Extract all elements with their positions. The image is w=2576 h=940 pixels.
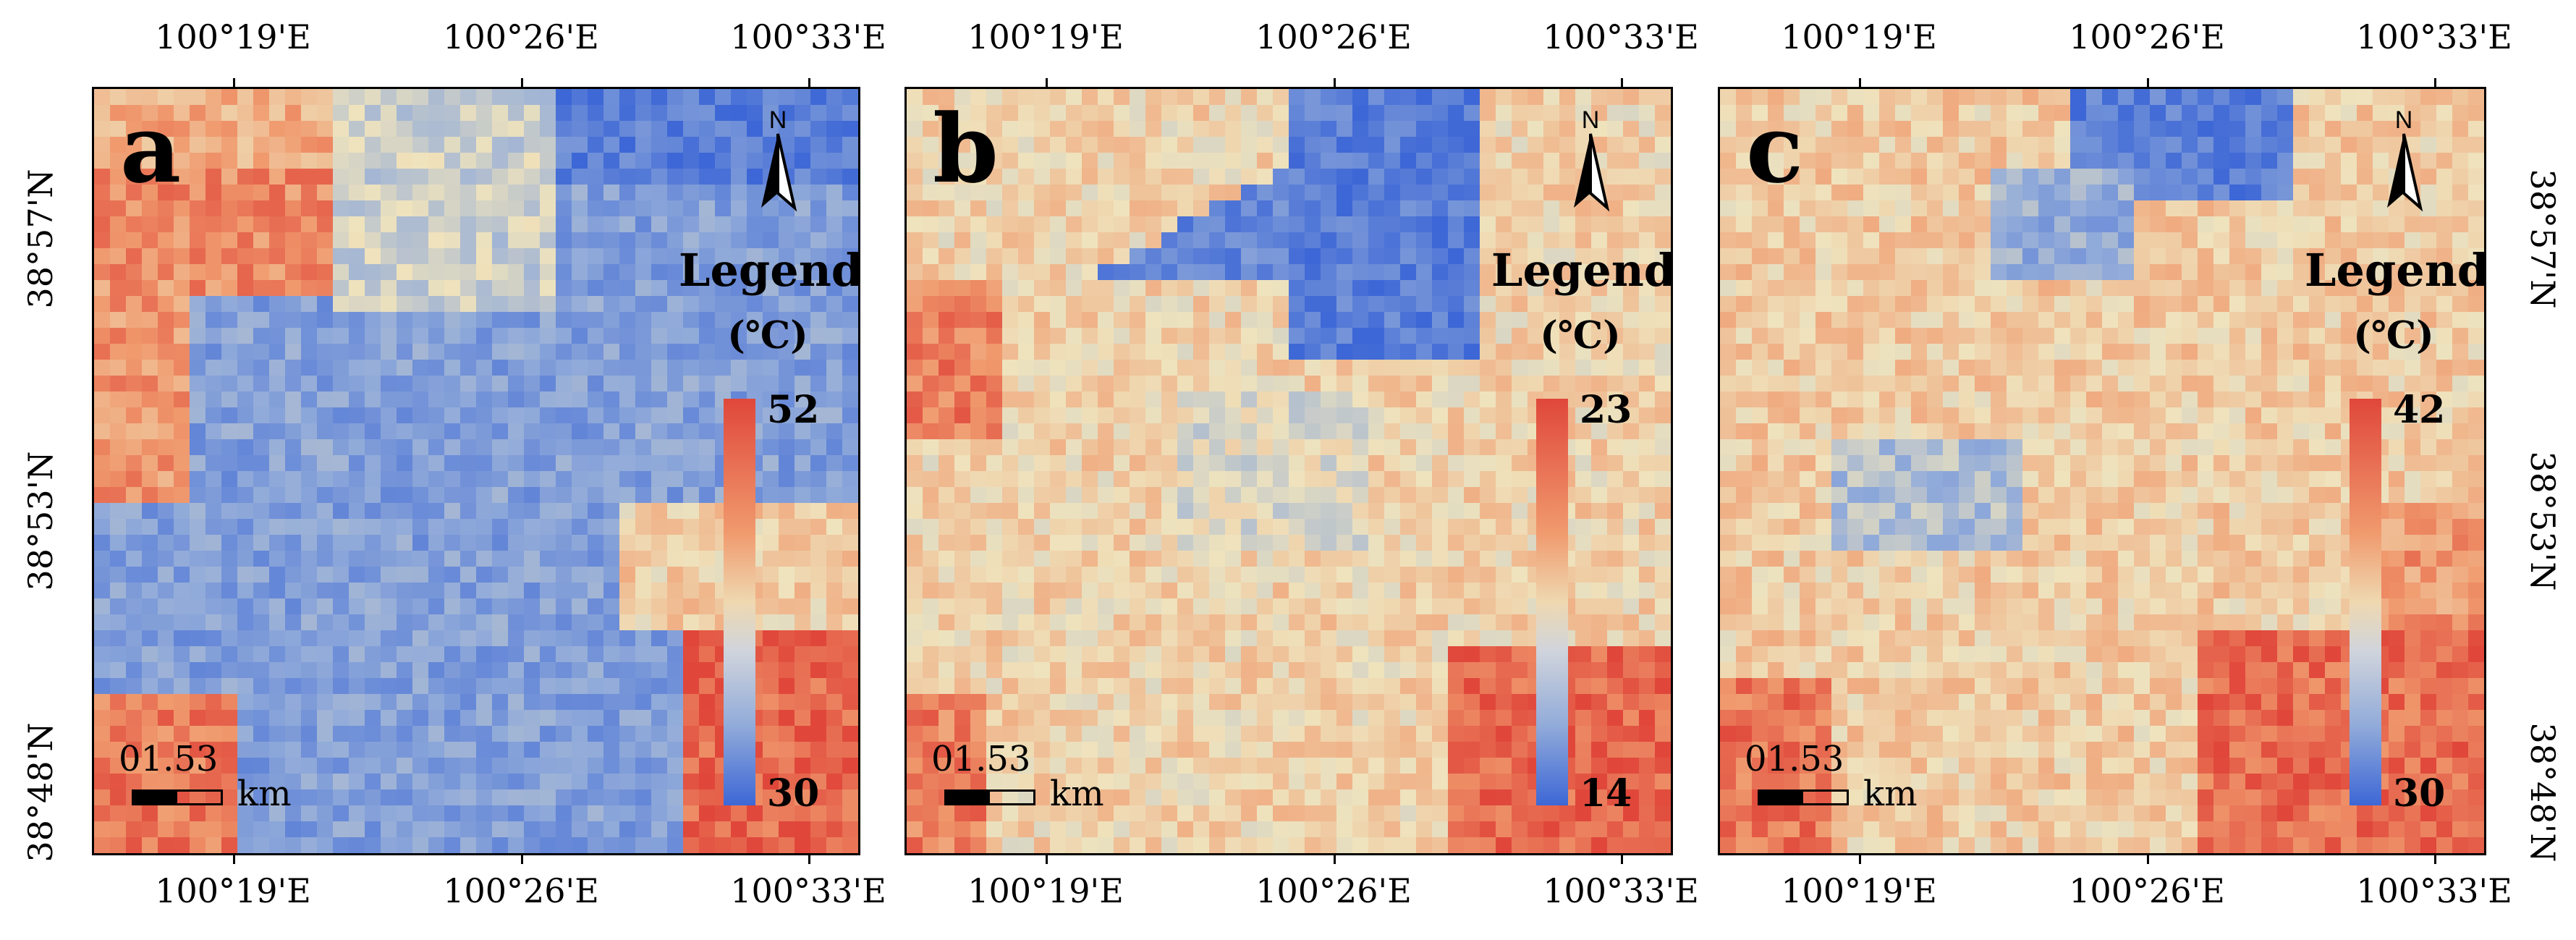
lon-tick	[2147, 78, 2149, 87]
lon-tick	[2434, 78, 2436, 87]
north-arrow-right-half	[2402, 133, 2423, 212]
lon-tick	[521, 855, 523, 864]
lon-label-bottom: 100°33'E	[2356, 871, 2512, 910]
legend-color-ramp	[2350, 399, 2381, 805]
north-arrow-icon: N	[761, 106, 797, 212]
north-arrow-right-half	[1589, 133, 1610, 212]
map-panel-a: a N Legend (℃) 52 30 01.53 km	[92, 87, 860, 855]
lon-label-top: 100°19'E	[1781, 17, 1937, 56]
north-arrow-icon: N	[1574, 106, 1610, 212]
scale-bar-numbers: 01.53	[931, 739, 1031, 779]
lon-tick	[1046, 78, 1048, 87]
legend-min-value: 30	[2393, 771, 2446, 816]
temperature-raster	[94, 89, 858, 853]
lon-tick	[2434, 855, 2436, 864]
scale-bar-segment	[1760, 792, 1803, 803]
scale-bar	[132, 789, 223, 805]
lon-label-top: 100°26'E	[2069, 17, 2225, 56]
scale-bar-unit: km	[1050, 774, 1104, 814]
legend-color-ramp	[1536, 399, 1568, 805]
scale-bar-numbers: 01.53	[119, 739, 219, 779]
lat-label-right: 38°57'N	[2523, 169, 2562, 309]
lon-label-top: 100°33'E	[1543, 17, 1699, 56]
lat-label-left: 38°48'N	[21, 722, 60, 863]
legend-title: Legend	[678, 244, 860, 297]
lon-label-top: 100°26'E	[1255, 17, 1412, 56]
map-panel-c: c N Legend (℃) 42 30 01.53 km	[1718, 87, 2486, 855]
lon-label-top: 100°33'E	[730, 17, 886, 56]
lat-label-left: 38°53'N	[21, 451, 60, 591]
lon-tick	[1859, 78, 1861, 87]
lon-label-bottom: 100°26'E	[2069, 871, 2225, 910]
legend-max-value: 42	[2393, 388, 2446, 432]
lat-label-left: 38°57'N	[21, 169, 60, 309]
lon-tick	[1046, 855, 1048, 864]
lon-tick	[1334, 78, 1336, 87]
legend-unit: (℃)	[1540, 313, 1621, 357]
legend-unit: (℃)	[727, 313, 808, 357]
north-label: N	[769, 106, 787, 134]
lon-tick	[1621, 855, 1623, 864]
scale-bar-unit: km	[1863, 774, 1918, 814]
lon-tick	[2147, 855, 2149, 864]
north-arrow-right-half	[776, 133, 797, 212]
lat-label-right: 38°48'N	[2523, 722, 2562, 863]
lon-label-top: 100°19'E	[155, 17, 311, 56]
lon-label-bottom: 100°33'E	[1543, 871, 1699, 910]
lon-tick	[233, 855, 235, 864]
lon-label-bottom: 100°26'E	[1255, 871, 1412, 910]
lon-label-top: 100°33'E	[2356, 17, 2512, 56]
temperature-raster	[1720, 89, 2484, 853]
north-label: N	[2395, 106, 2413, 134]
north-arrow-left-half	[1574, 134, 1590, 208]
panel-letter-label: b	[933, 93, 999, 204]
legend-title: Legend	[2304, 244, 2486, 297]
lon-tick	[1334, 855, 1336, 864]
scale-bar-numbers: 01.53	[1745, 739, 1844, 779]
lon-label-bottom: 100°26'E	[443, 871, 599, 910]
lon-tick	[1621, 78, 1623, 87]
lon-label-top: 100°19'E	[967, 17, 1124, 56]
north-arrow-left-half	[2387, 134, 2404, 208]
north-arrow-left-half	[761, 134, 778, 208]
lon-tick	[808, 78, 810, 87]
lon-label-bottom: 100°19'E	[967, 871, 1124, 910]
scale-bar-segment	[134, 792, 177, 803]
legend-max-value: 23	[1580, 388, 1632, 432]
panel-letter-label: c	[1746, 93, 1804, 204]
panel-letter-label: a	[120, 93, 182, 204]
lat-label-right: 38°53'N	[2523, 451, 2562, 591]
north-arrow-icon: N	[2387, 106, 2423, 212]
lon-label-bottom: 100°33'E	[730, 871, 886, 910]
legend-min-value: 30	[767, 771, 820, 816]
temperature-raster	[907, 89, 1671, 853]
map-panel-b: b N Legend (℃) 23 14 01.53 km	[904, 87, 1673, 855]
scale-bar	[1758, 789, 1849, 805]
lon-label-bottom: 100°19'E	[155, 871, 311, 910]
lon-tick	[233, 78, 235, 87]
legend-color-ramp	[724, 399, 755, 805]
legend-max-value: 52	[767, 388, 820, 432]
scale-bar	[944, 789, 1035, 805]
scale-bar-segment	[946, 792, 990, 803]
lon-label-bottom: 100°19'E	[1781, 871, 1937, 910]
lon-label-top: 100°26'E	[443, 17, 599, 56]
lon-tick	[808, 855, 810, 864]
legend-min-value: 14	[1580, 771, 1632, 816]
legend-title: Legend	[1491, 244, 1673, 297]
north-label: N	[1582, 106, 1600, 134]
lon-tick	[1859, 855, 1861, 864]
lon-tick	[521, 78, 523, 87]
legend-unit: (℃)	[2353, 313, 2434, 357]
scale-bar-unit: km	[237, 774, 292, 814]
